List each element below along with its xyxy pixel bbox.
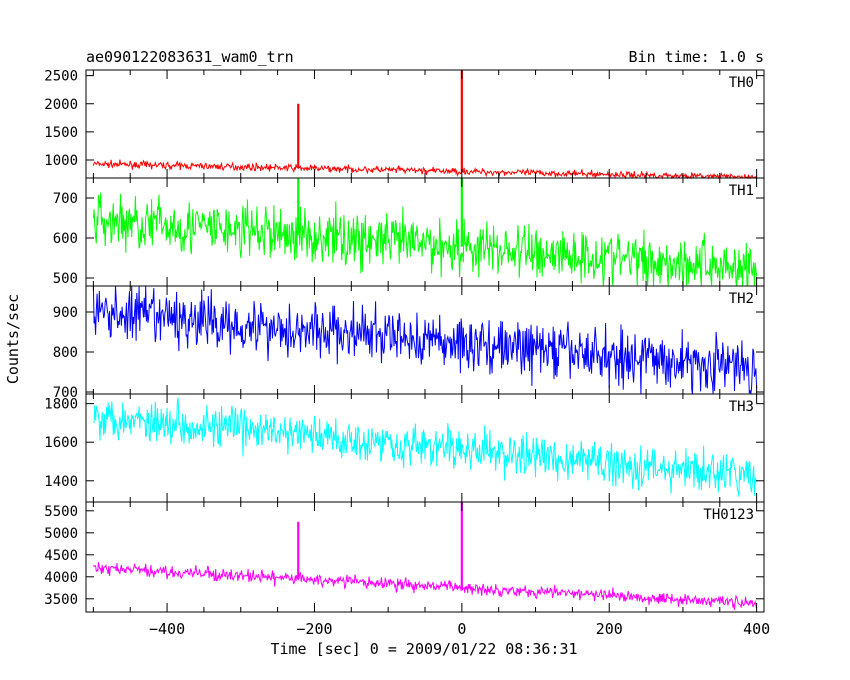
y-tick-label: 2500 [44, 69, 78, 85]
y-tick-label: 1800 [44, 397, 78, 413]
x-axis-label: Time [sec] 0 = 2009/01/22 08:36:31 [270, 640, 577, 658]
panel-label-th1: TH1 [729, 183, 754, 199]
series-line-th1 [92, 192, 758, 287]
panel-label-th2: TH2 [729, 291, 754, 307]
y-tick-label: 900 [53, 305, 78, 321]
y-tick-label: 500 [53, 271, 78, 287]
y-tick-label: 700 [53, 191, 78, 207]
y-axis-label: Counts/sec [4, 294, 22, 384]
panel-frame [85, 69, 765, 179]
y-tick-label: 2000 [44, 97, 78, 113]
series-line-th3 [93, 397, 758, 497]
series-line-th0123 [93, 562, 758, 610]
y-tick-label: 700 [53, 385, 78, 401]
y-tick-label: 3500 [44, 592, 78, 608]
x-tick-label: 0 [457, 620, 466, 638]
panel-label-th3: TH3 [729, 399, 754, 415]
plot-area: TH01000150020002500TH1500600700TH2700800… [44, 69, 770, 638]
y-tick-label: 5000 [44, 526, 78, 542]
x-tick-label: 200 [596, 620, 623, 638]
y-tick-label: 600 [53, 231, 78, 247]
y-tick-label: 1500 [44, 125, 78, 141]
chart-title: ae090122083631_wam0_trn [86, 48, 294, 66]
series-line-th2 [92, 285, 758, 395]
y-tick-label: 1000 [44, 153, 78, 169]
y-tick-label: 1400 [44, 474, 78, 490]
panel-label-th0: TH0 [729, 75, 754, 91]
y-tick-label: 800 [53, 345, 78, 361]
y-tick-label: 5500 [44, 504, 78, 520]
y-tick-label: 4000 [44, 570, 78, 586]
x-tick-label: −200 [296, 620, 332, 638]
panel-label-th0123: TH0123 [703, 507, 754, 523]
y-tick-label: 1600 [44, 435, 78, 451]
y-tick-label: 4500 [44, 548, 78, 564]
x-tick-label: −400 [149, 620, 185, 638]
x-tick-label: 400 [743, 620, 770, 638]
bin-time-label: Bin time: 1.0 s [629, 48, 764, 66]
